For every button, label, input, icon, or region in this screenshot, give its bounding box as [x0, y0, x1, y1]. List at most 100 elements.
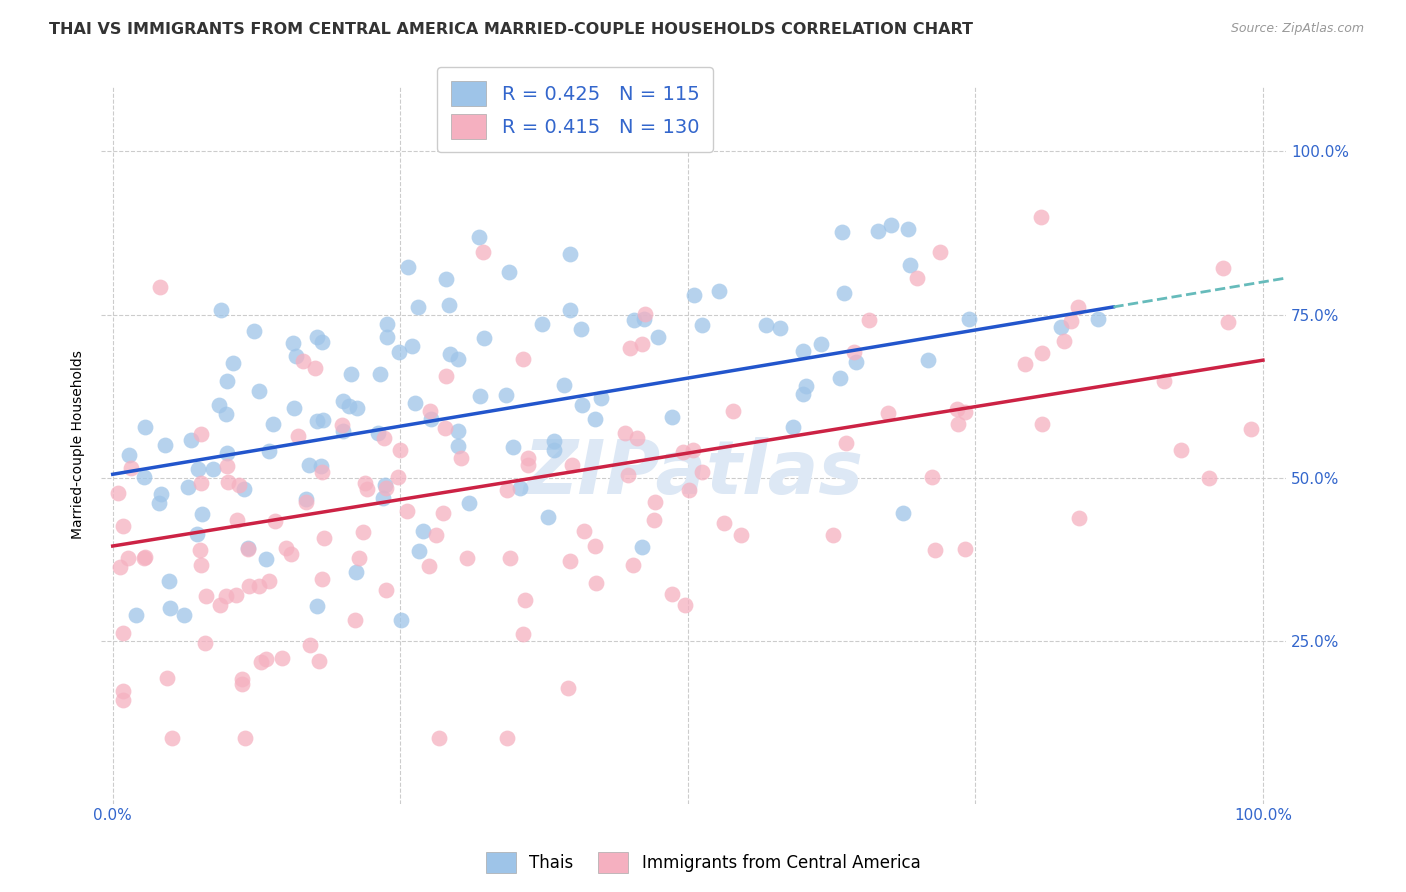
Point [194, 589, 217, 603]
Point [387, 470, 409, 484]
Point [561, 458, 583, 472]
Point [254, 551, 277, 566]
Point [557, 681, 579, 695]
Point [1170, 442, 1192, 457]
Point [1014, 357, 1036, 371]
Point [821, 528, 844, 542]
Point [153, 438, 176, 452]
Point [217, 374, 239, 388]
Point [621, 558, 644, 572]
Point [107, 485, 129, 500]
Point [374, 481, 396, 495]
Point [842, 345, 865, 359]
Point [312, 413, 335, 427]
Point [828, 370, 851, 384]
Point [374, 477, 396, 491]
Point [233, 482, 256, 496]
Point [583, 412, 606, 426]
Point [512, 351, 534, 366]
Point [159, 601, 181, 615]
Point [513, 592, 536, 607]
Point [389, 442, 412, 457]
Point [208, 598, 231, 612]
Point [243, 324, 266, 338]
Point [495, 731, 517, 746]
Point [953, 542, 976, 557]
Point [419, 412, 441, 426]
Point [1212, 261, 1234, 276]
Point [880, 218, 903, 232]
Point [408, 543, 430, 558]
Point [571, 398, 593, 412]
Point [339, 367, 361, 381]
Point [447, 351, 470, 366]
Point [427, 731, 450, 746]
Point [509, 481, 531, 495]
Point [190, 508, 212, 522]
Point [217, 475, 239, 489]
Legend: R = 0.425   N = 115, R = 0.415   N = 130: R = 0.425 N = 115, R = 0.415 N = 130 [437, 67, 713, 153]
Point [162, 731, 184, 746]
Point [558, 302, 581, 317]
Point [434, 272, 457, 286]
Point [215, 589, 238, 603]
Point [190, 475, 212, 490]
Point [337, 399, 360, 413]
Point [1060, 314, 1083, 328]
Point [353, 476, 375, 491]
Point [661, 587, 683, 601]
Point [238, 541, 260, 556]
Point [569, 322, 592, 336]
Point [157, 574, 180, 588]
Point [1198, 471, 1220, 485]
Point [112, 683, 135, 698]
Point [180, 433, 202, 447]
Point [631, 336, 654, 351]
Point [388, 345, 411, 359]
Point [294, 492, 316, 507]
Point [134, 469, 156, 483]
Point [305, 329, 328, 343]
Point [678, 483, 700, 497]
Point [344, 613, 367, 627]
Point [643, 513, 665, 527]
Point [1029, 210, 1052, 224]
Point [647, 330, 669, 344]
Point [188, 543, 211, 558]
Point [572, 524, 595, 539]
Point [254, 652, 277, 666]
Point [530, 317, 553, 331]
Point [346, 401, 368, 415]
Point [373, 431, 395, 445]
Point [215, 408, 238, 422]
Point [284, 349, 307, 363]
Point [591, 391, 613, 405]
Point [225, 588, 247, 602]
Point [330, 418, 353, 433]
Point [186, 526, 208, 541]
Point [134, 551, 156, 566]
Point [377, 318, 399, 332]
Point [396, 260, 419, 275]
Point [858, 313, 880, 327]
Point [543, 443, 565, 458]
Point [370, 367, 392, 381]
Point [957, 311, 980, 326]
Point [356, 482, 378, 496]
Point [439, 346, 461, 360]
Point [447, 439, 470, 453]
Point [713, 516, 735, 531]
Point [682, 442, 704, 457]
Point [472, 244, 495, 259]
Point [228, 478, 250, 492]
Point [418, 559, 440, 574]
Point [1053, 334, 1076, 348]
Point [305, 599, 328, 614]
Point [495, 388, 517, 402]
Point [457, 496, 479, 510]
Point [117, 551, 139, 566]
Point [134, 549, 156, 564]
Point [208, 398, 231, 412]
Point [419, 404, 441, 418]
Point [558, 554, 581, 568]
